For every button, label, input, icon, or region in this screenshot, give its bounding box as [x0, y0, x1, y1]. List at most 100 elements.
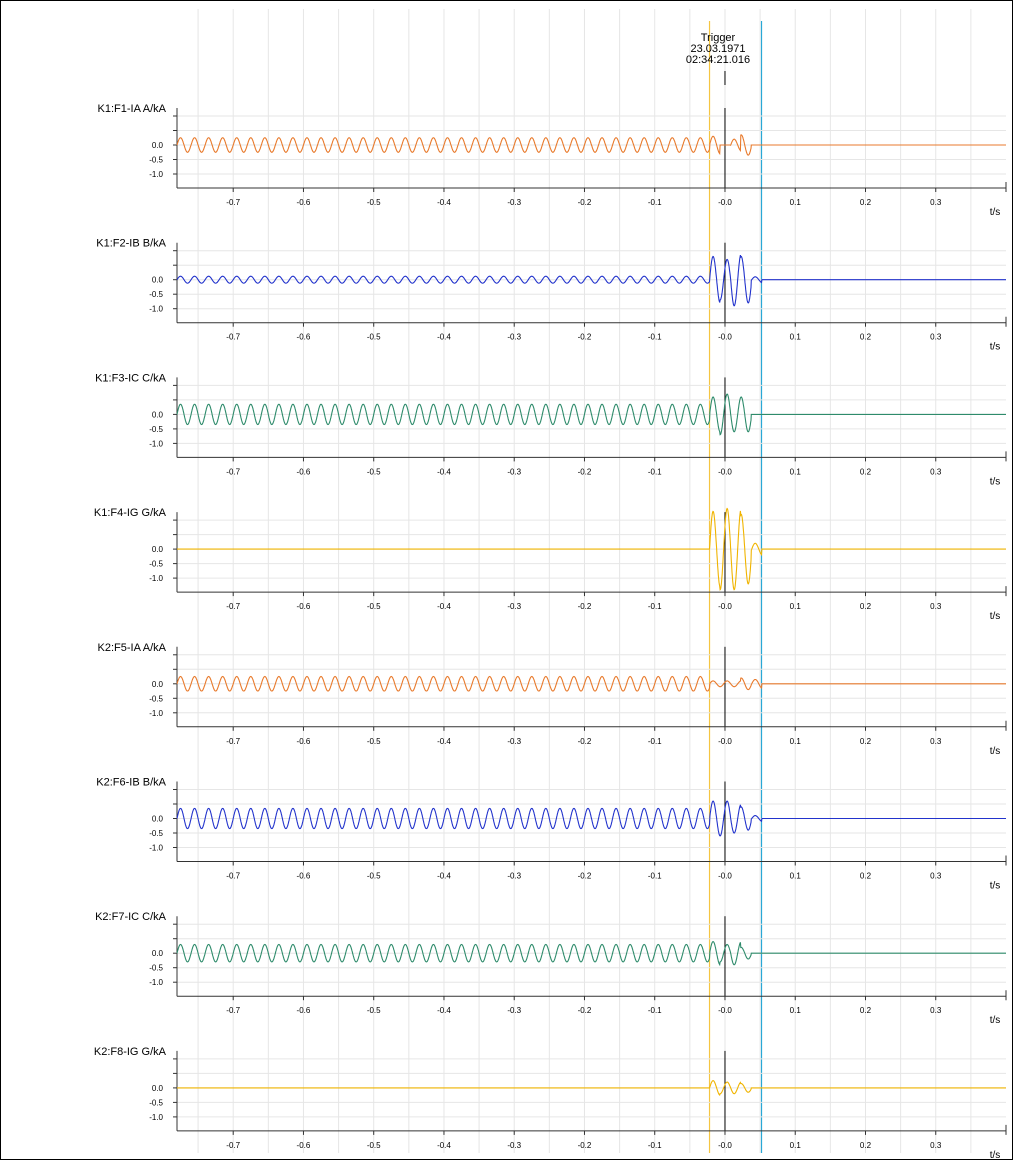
x-axis-unit: t/s	[990, 1150, 1001, 1159]
series-line	[176, 393, 1006, 436]
y-tick-label: 0.0	[152, 276, 164, 285]
x-tick-label: -0.3	[507, 737, 521, 746]
x-tick-label: -0.1	[648, 333, 662, 342]
channel-label: K2:F6-IB B/kA	[96, 777, 166, 789]
x-tick-label: -0.4	[437, 737, 451, 746]
x-tick-label: 0.2	[860, 602, 872, 611]
x-tick-label: 0.2	[860, 1006, 872, 1015]
x-tick-label: -0.2	[578, 1141, 592, 1150]
x-tick-label: -0.5	[367, 1006, 381, 1015]
x-tick-label: -0.5	[367, 198, 381, 207]
y-tick-label: -1.0	[149, 170, 163, 179]
trigger-label: Trigger	[701, 32, 736, 44]
trigger-header: Trigger 23.03.1971 02:34:21.016	[686, 32, 750, 66]
x-tick-label: -0.6	[297, 467, 311, 476]
x-tick-label: 0.1	[790, 872, 802, 881]
x-tick-label: -0.7	[226, 602, 240, 611]
series-line	[176, 675, 1006, 692]
x-tick-label: -0.0	[718, 872, 732, 881]
y-tick-label: 0.0	[152, 680, 164, 689]
x-axis-unit: t/s	[990, 611, 1001, 622]
x-tick-label: -0.7	[226, 1141, 240, 1150]
series-line	[177, 507, 1006, 591]
y-tick-label: -1.0	[149, 439, 163, 448]
x-tick-label: 0.3	[930, 198, 942, 207]
y-tick-label: 0.0	[152, 1084, 164, 1093]
x-tick-label: -0.0	[718, 333, 732, 342]
y-tick-label: -1.0	[149, 1113, 163, 1122]
series-line	[176, 941, 1006, 967]
x-tick-label: -0.3	[507, 602, 521, 611]
x-tick-label: -0.6	[297, 602, 311, 611]
x-tick-label: -0.2	[578, 602, 592, 611]
x-tick-label: 0.2	[860, 198, 872, 207]
y-tick-label: -0.5	[149, 964, 163, 973]
y-tick-label: 0.0	[152, 545, 164, 554]
x-tick-label: -0.6	[297, 198, 311, 207]
y-tick-label: -1.0	[149, 844, 163, 853]
x-tick-label: -0.0	[718, 467, 732, 476]
x-tick-label: -0.1	[648, 737, 662, 746]
channel-panel: K2:F8-IG G/kA 0.0 -0.5 -1.0 -0.7 -0.6 -0.5 -0.4…	[94, 1046, 1007, 1159]
x-tick-label: -0.4	[437, 1006, 451, 1015]
y-tick-label: 0.0	[152, 141, 164, 150]
x-tick-label: -0.1	[648, 1141, 662, 1150]
channel-label: K1:F4-IG G/kA	[94, 507, 167, 519]
x-tick-label: 0.3	[930, 737, 942, 746]
channel-label: K1:F3-IC C/kA	[95, 372, 167, 384]
series-line	[176, 800, 1006, 837]
x-tick-label: -0.2	[578, 198, 592, 207]
grid-layer	[197, 9, 972, 1153]
channel-panel: K2:F7-IC C/kA 0.0 -0.5 -1.0 -0.7 -0.6 -0.5 -0.4…	[95, 911, 1007, 1026]
y-tick-label: -0.5	[149, 560, 163, 569]
channel-panel: K1:F4-IG G/kA 0.0 -0.5 -1.0 -0.7 -0.6 -0.5 -0.4…	[94, 507, 1007, 622]
x-tick-label: -0.3	[507, 198, 521, 207]
x-axis-unit: t/s	[990, 1015, 1001, 1026]
x-tick-label: -0.6	[297, 872, 311, 881]
x-tick-label: 0.1	[790, 1141, 802, 1150]
channel-label: K2:F5-IA A/kA	[98, 642, 167, 654]
channel-label: K1:F2-IB B/kA	[96, 238, 166, 250]
channel-panel: K1:F3-IC C/kA 0.0 -0.5 -1.0 -0.7 -0.6 -0.5 -0.4…	[95, 372, 1007, 487]
x-tick-label: -0.5	[367, 1141, 381, 1150]
x-tick-label: 0.2	[860, 1141, 872, 1150]
x-tick-label: 0.3	[930, 872, 942, 881]
y-tick-label: -0.5	[149, 694, 163, 703]
y-tick-label: -1.0	[149, 305, 163, 314]
x-axis-unit: t/s	[990, 881, 1001, 892]
trigger-time: 02:34:21.016	[686, 54, 750, 66]
x-tick-label: -0.4	[437, 602, 451, 611]
x-tick-label: -0.3	[507, 467, 521, 476]
channel-panel: K2:F6-IB B/kA 0.0 -0.5 -1.0 -0.7 -0.6 -0.5 -0.4…	[96, 777, 1007, 892]
x-tick-label: -0.1	[648, 872, 662, 881]
y-tick-label: 0.0	[152, 815, 164, 824]
x-tick-label: -0.1	[648, 198, 662, 207]
y-tick-label: -1.0	[149, 978, 163, 987]
x-axis-unit: t/s	[990, 342, 1001, 353]
x-tick-label: -0.1	[648, 602, 662, 611]
x-tick-label: -0.6	[297, 1006, 311, 1015]
channel-panel: K2:F5-IA A/kA 0.0 -0.5 -1.0 -0.7 -0.6 -0.5 -0.4…	[98, 642, 1007, 757]
x-tick-label: -0.3	[507, 1141, 521, 1150]
x-tick-label: 0.1	[790, 737, 802, 746]
x-tick-label: -0.0	[718, 198, 732, 207]
y-tick-label: 0.0	[152, 949, 164, 958]
x-tick-label: -0.4	[437, 872, 451, 881]
channel-label: K2:F8-IG G/kA	[94, 1046, 167, 1058]
y-tick-label: 0.0	[152, 410, 164, 419]
x-tick-label: -0.5	[367, 467, 381, 476]
x-tick-label: 0.2	[860, 872, 872, 881]
y-tick-label: -0.5	[149, 1098, 163, 1107]
x-tick-label: -0.5	[367, 333, 381, 342]
x-tick-label: -0.4	[437, 1141, 451, 1150]
x-tick-label: 0.1	[790, 467, 802, 476]
x-tick-label: -0.2	[578, 737, 592, 746]
channel-panel: K1:F1-IA A/kA 0.0 -0.5 -1.0 -0.7 -0.6 -0.5 -0.4…	[98, 103, 1007, 218]
channel-label: K1:F1-IA A/kA	[98, 103, 167, 115]
x-tick-label: -0.0	[718, 737, 732, 746]
x-tick-label: 0.3	[930, 602, 942, 611]
x-tick-label: -0.7	[226, 333, 240, 342]
x-tick-label: -0.4	[437, 467, 451, 476]
y-tick-label: -1.0	[149, 709, 163, 718]
